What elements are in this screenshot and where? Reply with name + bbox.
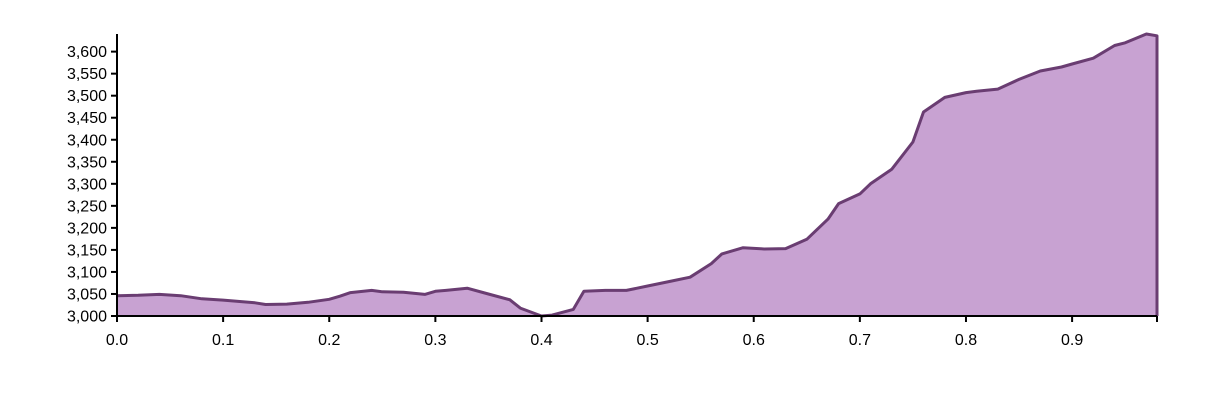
area-fill <box>117 34 1157 316</box>
y-tick-label: 3,000 <box>67 309 107 326</box>
y-tick-label: 3,250 <box>67 198 107 215</box>
x-tick-label: 0.5 <box>636 332 658 349</box>
x-tick-label: 0.0 <box>106 332 128 349</box>
x-tick-label: 0.3 <box>424 332 446 349</box>
y-tick-label: 3,300 <box>67 176 107 193</box>
y-tick-label: 3,600 <box>67 44 107 61</box>
x-tick-label: 0.7 <box>849 332 871 349</box>
y-tick-label: 3,150 <box>67 242 107 259</box>
y-tick-label: 3,550 <box>67 66 107 83</box>
y-tick-label: 3,350 <box>67 154 107 171</box>
y-tick-label: 3,050 <box>67 286 107 303</box>
x-tick-label: 0.1 <box>212 332 234 349</box>
y-tick-label: 3,200 <box>67 220 107 237</box>
x-tick-label: 0.8 <box>955 332 977 349</box>
plot-area <box>116 32 1159 318</box>
x-tick-label: 0.9 <box>1061 332 1083 349</box>
x-tick-label: 0.2 <box>318 332 340 349</box>
area-line <box>116 32 1159 318</box>
y-tick-label: 3,450 <box>67 110 107 127</box>
x-tick-label: 0.6 <box>743 332 765 349</box>
y-tick-label: 3,400 <box>67 132 107 149</box>
y-axis: 3,000 3,050 3,100 3,150 3,200 3,250 3,300 3,350… <box>67 34 118 326</box>
x-axis: 0.0 0.1 0.2 0.3 0.4 0.5 0.6 0.7 0.8 0.9 <box>106 315 1158 349</box>
y-tick-label: 3,100 <box>67 264 107 281</box>
x-tick-label: 0.4 <box>530 332 552 349</box>
y-tick-label: 3,500 <box>67 88 107 105</box>
